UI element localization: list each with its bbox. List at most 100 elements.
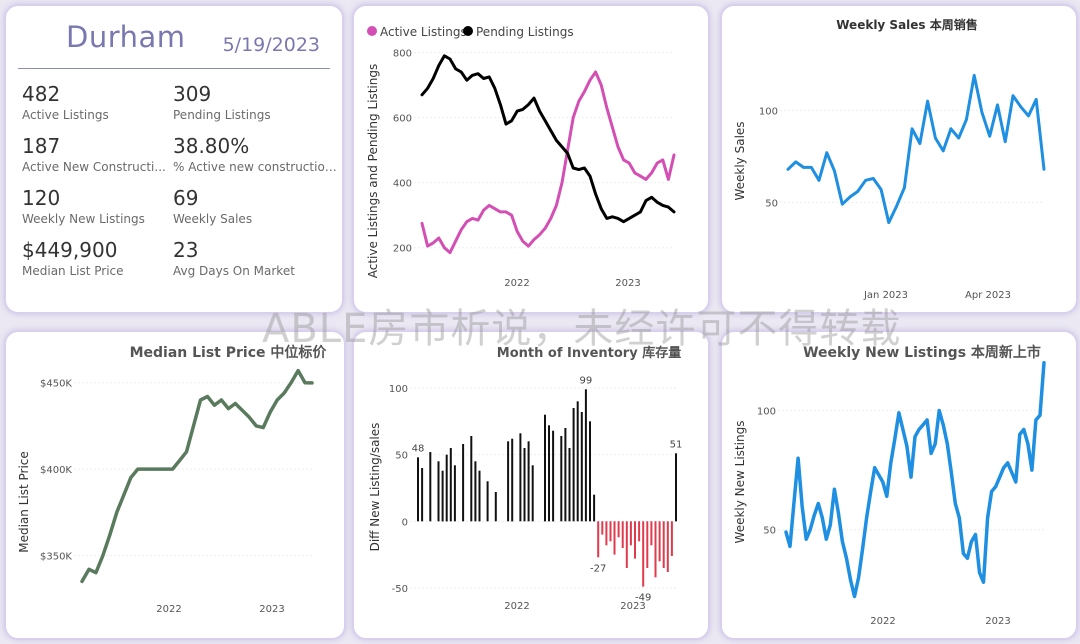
bar — [593, 494, 596, 522]
y-tick-label: $450K — [40, 379, 72, 390]
weekly-sales-chart: Weekly Sales 本周销售 Weekly Sales 50 100 Jan … — [733, 17, 1046, 301]
median-price-chart-card[interactable]: Median List Price 中位标价 Median List Price… — [4, 330, 346, 640]
bar — [544, 414, 546, 522]
bar — [670, 521, 673, 556]
data-label: 99 — [580, 375, 593, 386]
kpi-active-listings: 482 Active Listings — [22, 82, 173, 131]
legend-swatch-pending — [463, 26, 473, 36]
y-axis-label: Active Listings and Pending Listings — [366, 64, 380, 279]
chart-title: Weekly New Listings 本周新上市 — [803, 344, 1041, 361]
kpi-value: $449,900 — [22, 238, 118, 262]
x-tick-label: Jan 2023 — [863, 290, 908, 301]
bar — [658, 521, 661, 562]
y-tick-label: 100 — [757, 406, 776, 417]
kpi-grid: 482 Active Listings 309 Pending Listings… — [22, 82, 338, 287]
bar — [564, 428, 567, 522]
kpi-value: 309 — [173, 82, 212, 106]
bar — [605, 521, 608, 546]
median-price-chart: Median List Price 中位标价 Median List Price… — [17, 344, 328, 615]
bar — [453, 465, 456, 522]
bar — [421, 468, 424, 522]
bar — [449, 448, 452, 522]
active-pending-chart-card[interactable]: Active Listings Pending Listings Active … — [352, 4, 710, 314]
bar — [634, 521, 636, 559]
data-label: -49 — [635, 593, 651, 604]
y-tick-label: 100 — [759, 106, 778, 117]
kpi-value: 38.80% — [173, 134, 250, 158]
y-tick-label: 100 — [389, 384, 408, 395]
active-pending-chart: Active Listings Pending Listings Active … — [366, 25, 676, 289]
bar — [548, 425, 550, 522]
month-inventory-chart-card[interactable]: Month of Inventory 库存量 Diff New Listing/… — [352, 330, 710, 640]
bar — [417, 457, 419, 522]
x-tick-label: 2022 — [870, 616, 895, 627]
y-axis-label: Weekly Sales — [733, 121, 747, 200]
legend-label-active: Active Listings — [380, 25, 467, 39]
bar — [584, 389, 587, 522]
x-tick-label: 2022 — [156, 604, 181, 615]
y-axis-label: Median List Price — [17, 451, 31, 553]
bar — [617, 521, 620, 538]
kpi-active-new-construction: 187 Active New Constructi... — [22, 134, 173, 183]
bar — [625, 521, 628, 568]
bar — [429, 452, 432, 522]
bar — [589, 421, 591, 522]
kpi-avg-days-on-market: 23 Avg Days On Market — [173, 238, 338, 287]
kpi-label: Avg Days On Market — [173, 264, 295, 278]
kpi-weekly-sales: 69 Weekly Sales — [173, 186, 338, 235]
bar — [441, 470, 444, 522]
bar — [511, 438, 514, 522]
kpi-weekly-new-listings: 120 Weekly New Listings — [22, 186, 173, 235]
legend-swatch-active — [367, 26, 377, 36]
x-tick-label: 2023 — [615, 278, 640, 289]
bar — [580, 412, 583, 522]
bar — [478, 470, 481, 522]
series-line-a — [420, 70, 676, 255]
kpi-pct-new-construction: 38.80% % Active new constructions — [173, 134, 338, 183]
bar — [437, 461, 440, 522]
weekly-sales-chart-card[interactable]: Weekly Sales 本周销售 Weekly Sales 50 100 Jan … — [720, 4, 1078, 314]
bar — [527, 441, 530, 522]
bar — [662, 521, 665, 568]
kpi-label: Weekly New Listings — [22, 212, 145, 226]
bar — [523, 448, 526, 522]
bar — [470, 436, 473, 522]
chart-title: Median List Price 中位标价 — [130, 344, 328, 361]
kpi-label: Weekly Sales — [173, 212, 253, 226]
x-tick-label: 2023 — [259, 604, 284, 615]
kpi-value: 23 — [173, 238, 199, 262]
bar — [629, 521, 632, 546]
bar — [507, 441, 510, 522]
city-title: Durham — [66, 20, 186, 54]
y-tick-label: 50 — [765, 198, 778, 209]
bar — [474, 461, 477, 522]
y-tick-label: 400 — [393, 179, 412, 190]
x-tick-label: 2022 — [504, 278, 529, 289]
bar — [519, 433, 522, 522]
chart-legend[interactable]: Active Listings Pending Listings — [367, 25, 574, 39]
y-axis-label: Weekly New Listings — [733, 421, 747, 544]
bar — [642, 521, 645, 587]
month-inventory-chart: Month of Inventory 库存量 Diff New Listing/… — [368, 345, 682, 612]
x-tick-label: 2023 — [985, 616, 1010, 627]
bar — [572, 408, 575, 522]
y-axis-label: Diff New Listing/sales — [368, 423, 382, 552]
y-tick-label: 800 — [393, 49, 412, 60]
kpi-value: 187 — [22, 134, 61, 158]
kpi-card: Durham 5/19/2023 482 Active Listings 309… — [4, 4, 344, 314]
kpi-median-list-price: $449,900 Median List Price — [22, 238, 173, 287]
chart-title: Weekly Sales 本周销售 — [836, 17, 978, 32]
chart-title: Month of Inventory 库存量 — [497, 345, 681, 361]
kpi-label: Active New Constructi... — [22, 160, 166, 174]
y-tick-label: 600 — [393, 114, 412, 125]
bar — [675, 453, 677, 522]
bar — [560, 436, 563, 522]
weekly-new-listings-chart-card[interactable]: Weekly New Listings 本周新上市 Weekly New Lis… — [720, 330, 1078, 640]
legend-label-pending: Pending Listings — [476, 25, 574, 39]
kpi-label: % Active new constructions — [173, 160, 338, 174]
y-tick-label: -50 — [392, 584, 408, 595]
bar — [552, 430, 555, 522]
bar — [601, 521, 604, 535]
bar — [609, 521, 612, 542]
kpi-value: 69 — [173, 186, 199, 210]
